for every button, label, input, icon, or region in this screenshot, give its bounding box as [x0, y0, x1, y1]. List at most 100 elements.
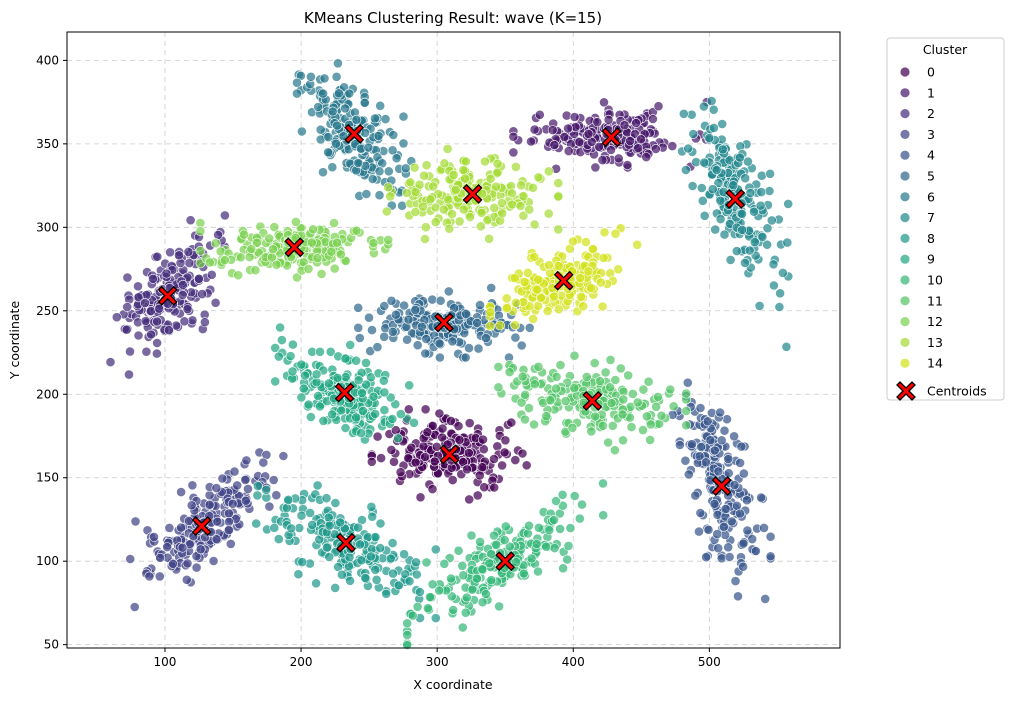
point-cluster-5	[481, 333, 491, 343]
point-cluster-8	[330, 498, 341, 508]
point-cluster-7	[744, 245, 755, 256]
point-cluster-7	[740, 173, 751, 184]
point-cluster-4	[713, 466, 724, 477]
point-cluster-11	[654, 418, 665, 429]
point-cluster-11	[623, 370, 634, 381]
point-cluster-10	[549, 543, 560, 553]
point-cluster-5	[353, 302, 364, 313]
point-cluster-9	[378, 375, 389, 386]
point-cluster-2	[121, 324, 132, 335]
point-cluster-1	[636, 134, 646, 145]
point-cluster-7	[691, 157, 701, 167]
point-cluster-7	[743, 156, 753, 167]
point-cluster-11	[560, 396, 571, 406]
point-cluster-11	[618, 435, 628, 446]
point-cluster-6	[383, 166, 394, 177]
point-cluster-14	[575, 273, 586, 283]
point-cluster-13	[428, 181, 439, 192]
point-cluster-3	[211, 534, 222, 545]
point-cluster-9	[336, 405, 347, 416]
point-cluster-10	[531, 539, 542, 549]
point-cluster-11	[589, 358, 600, 368]
centroid-marker-11	[582, 390, 603, 411]
point-cluster-3	[271, 490, 282, 501]
point-cluster-12	[246, 244, 257, 254]
point-cluster-12	[195, 218, 206, 228]
x-axis-label: X coordinate	[413, 677, 493, 692]
point-cluster-3	[129, 602, 140, 612]
point-cluster-8	[297, 557, 308, 567]
point-cluster-9	[311, 369, 322, 380]
point-cluster-7	[769, 280, 779, 291]
point-cluster-6	[323, 132, 334, 142]
point-cluster-8	[355, 539, 365, 550]
point-cluster-4	[738, 561, 748, 572]
point-cluster-8	[366, 501, 377, 512]
point-cluster-7	[749, 237, 760, 247]
y-tick-label: 250	[36, 304, 59, 318]
point-cluster-9	[298, 383, 309, 394]
point-cluster-4	[715, 407, 725, 418]
plot-frame	[66, 31, 841, 649]
point-cluster-8	[273, 534, 284, 544]
point-cluster-11	[638, 384, 649, 395]
point-cluster-9	[332, 372, 343, 383]
point-cluster-10	[448, 605, 459, 615]
point-cluster-8	[411, 569, 422, 580]
point-cluster-0	[497, 460, 507, 471]
legend-marker-8	[900, 233, 910, 243]
point-cluster-13	[458, 165, 469, 175]
point-cluster-3	[130, 516, 141, 527]
point-cluster-9	[303, 399, 314, 410]
point-cluster-11	[627, 388, 638, 399]
point-cluster-13	[516, 180, 527, 191]
point-cluster-9	[276, 335, 287, 345]
point-cluster-9	[296, 392, 307, 403]
point-cluster-9	[273, 351, 284, 362]
point-cluster-4	[729, 480, 740, 490]
point-cluster-0	[478, 434, 488, 445]
point-cluster-12	[308, 224, 318, 235]
point-cluster-14	[510, 320, 520, 330]
point-cluster-9	[313, 391, 323, 401]
legend-label-2: 2	[927, 106, 935, 121]
point-cluster-2	[163, 325, 174, 335]
point-cluster-0	[445, 415, 456, 426]
point-cluster-0	[464, 494, 475, 505]
point-cluster-3	[243, 483, 253, 494]
point-cluster-0	[477, 462, 488, 473]
point-cluster-8	[399, 549, 409, 560]
point-cluster-12	[290, 216, 301, 227]
point-cluster-7	[755, 200, 766, 211]
point-cluster-10	[541, 541, 552, 552]
point-cluster-8	[381, 588, 392, 599]
point-cluster-3	[125, 554, 136, 564]
point-cluster-2	[151, 348, 162, 359]
point-cluster-10	[407, 610, 418, 621]
point-cluster-11	[493, 382, 504, 393]
point-cluster-5	[473, 343, 484, 354]
point-cluster-7	[782, 237, 793, 248]
point-cluster-8	[252, 490, 263, 501]
point-cluster-13	[476, 207, 487, 218]
point-cluster-8	[430, 544, 441, 555]
point-cluster-11	[590, 411, 601, 422]
point-cluster-11	[638, 425, 648, 435]
point-cluster-6	[327, 106, 338, 117]
point-cluster-2	[111, 312, 122, 323]
point-cluster-7	[775, 288, 785, 299]
point-cluster-0	[499, 447, 510, 458]
point-cluster-2	[124, 369, 134, 380]
point-cluster-10	[434, 585, 445, 596]
point-cluster-7	[683, 143, 694, 154]
point-cluster-3	[208, 556, 219, 566]
point-cluster-7	[707, 184, 718, 195]
point-cluster-5	[434, 352, 445, 363]
point-cluster-3	[155, 552, 166, 563]
point-cluster-14	[549, 291, 559, 302]
point-cluster-3	[144, 571, 155, 582]
point-cluster-2	[133, 330, 144, 341]
point-cluster-0	[521, 460, 532, 471]
point-cluster-2	[139, 297, 150, 308]
point-cluster-9	[404, 380, 415, 391]
